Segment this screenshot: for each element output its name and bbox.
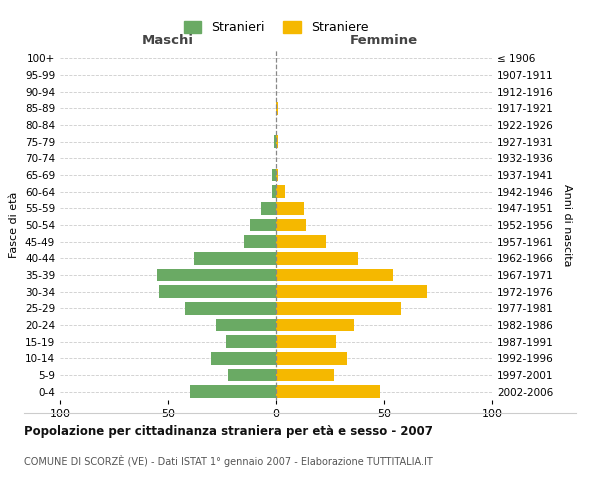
Bar bbox=[276, 136, 278, 148]
Bar bbox=[276, 186, 284, 198]
Bar bbox=[276, 269, 392, 281]
Bar bbox=[276, 169, 278, 181]
Bar bbox=[276, 102, 278, 115]
Bar bbox=[185, 302, 276, 314]
Bar bbox=[276, 352, 347, 364]
Bar bbox=[157, 269, 276, 281]
Y-axis label: Fasce di età: Fasce di età bbox=[10, 192, 19, 258]
Text: Popolazione per cittadinanza straniera per età e sesso - 2007: Popolazione per cittadinanza straniera p… bbox=[24, 425, 433, 438]
Bar bbox=[190, 386, 276, 398]
Bar bbox=[215, 319, 276, 331]
Bar bbox=[160, 286, 276, 298]
Text: Femmine: Femmine bbox=[350, 34, 418, 46]
Bar bbox=[276, 202, 304, 214]
Bar bbox=[276, 319, 354, 331]
Bar bbox=[276, 369, 334, 381]
Text: COMUNE DI SCORZÈ (VE) - Dati ISTAT 1° gennaio 2007 - Elaborazione TUTTITALIA.IT: COMUNE DI SCORZÈ (VE) - Dati ISTAT 1° ge… bbox=[24, 455, 433, 467]
Bar bbox=[211, 352, 276, 364]
Bar bbox=[272, 169, 276, 181]
Legend: Stranieri, Straniere: Stranieri, Straniere bbox=[179, 16, 373, 40]
Bar bbox=[261, 202, 276, 214]
Bar bbox=[250, 219, 276, 231]
Bar bbox=[276, 219, 306, 231]
Bar bbox=[276, 236, 326, 248]
Text: Maschi: Maschi bbox=[142, 34, 194, 46]
Bar bbox=[244, 236, 276, 248]
Bar bbox=[276, 386, 380, 398]
Bar bbox=[276, 286, 427, 298]
Y-axis label: Anni di nascita: Anni di nascita bbox=[562, 184, 572, 266]
Bar bbox=[229, 369, 276, 381]
Bar bbox=[276, 336, 337, 348]
Bar bbox=[194, 252, 276, 264]
Bar bbox=[272, 186, 276, 198]
Bar bbox=[276, 252, 358, 264]
Bar bbox=[226, 336, 276, 348]
Bar bbox=[276, 302, 401, 314]
Bar bbox=[274, 136, 276, 148]
